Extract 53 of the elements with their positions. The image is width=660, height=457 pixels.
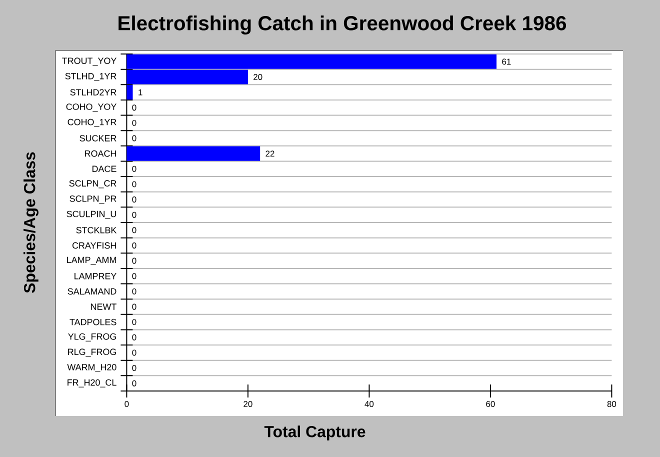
data-label: 0 <box>132 135 136 142</box>
data-label: 22 <box>266 150 274 157</box>
data-label: 0 <box>132 104 136 111</box>
data-label: 0 <box>132 288 136 294</box>
data-label: 0 <box>132 304 136 310</box>
y-tick-label: RLG_FROG <box>68 348 116 357</box>
data-label: 0 <box>132 242 136 248</box>
bar <box>126 146 260 161</box>
data-label: 0 <box>132 334 136 340</box>
data-label: 0 <box>132 365 136 372</box>
data-label: 0 <box>132 258 136 264</box>
y-tick-label: DACE <box>92 166 116 172</box>
y-tick-label: COHO_1YR <box>68 118 116 127</box>
y-tick-label: NEWT <box>91 304 116 310</box>
data-label: 0 <box>132 120 136 126</box>
data-label: 61 <box>502 58 511 65</box>
data-label: 1 <box>138 89 142 96</box>
y-tick-label: SCLPN_CR <box>69 180 116 188</box>
y-tick-label: COHO_YOY <box>66 104 116 112</box>
y-axis-title: Species/Age Class <box>24 152 38 293</box>
x-tick-label: 20 <box>244 401 252 408</box>
data-label: 0 <box>132 166 136 172</box>
y-tick-label: STLHD_1YR <box>65 72 116 81</box>
y-tick-label: WARM_H20 <box>67 364 116 372</box>
y-tick-label: SALAMAND <box>68 288 116 295</box>
data-label: 0 <box>132 227 136 234</box>
y-tick-label: SCULPIN_U <box>66 210 116 219</box>
y-tick-label: SCLPN_PR <box>70 195 116 204</box>
y-tick-label: STCKLBK <box>76 226 117 234</box>
y-tick-label: CRAYFISH <box>72 242 116 249</box>
data-label: 0 <box>132 196 136 203</box>
data-label: 0 <box>132 319 136 326</box>
y-tick-label: YLG_FROG <box>68 333 116 342</box>
y-tick-label: LAMP_AMM <box>67 256 116 265</box>
chart-title: Electrofishing Catch in Greenwood Creek 1986 <box>118 16 566 34</box>
y-tick-label: TADPOLES <box>70 318 116 326</box>
data-label: 0 <box>132 380 136 386</box>
y-tick-label: STLHD2YR <box>70 89 116 96</box>
y-tick-label: LAMPREY <box>74 273 116 280</box>
data-label: 20 <box>254 74 262 80</box>
x-tick-label: 40 <box>364 401 374 408</box>
y-tick-label: ROACH <box>85 150 116 157</box>
data-label: 0 <box>132 181 136 188</box>
y-tick-label: SUCKER <box>80 135 116 142</box>
data-label: 0 <box>132 212 136 218</box>
x-tick-label: 60 <box>486 401 495 408</box>
y-tick-label: TROUT_YOY <box>62 58 116 66</box>
y-tick-label: FR_H20_CL <box>68 379 116 388</box>
data-label: 0 <box>132 273 136 280</box>
data-label: 0 <box>132 350 136 356</box>
x-axis-title: Total Capture <box>264 426 366 440</box>
x-tick-label: 80 <box>607 401 616 408</box>
x-tick-label: 0 <box>124 401 129 408</box>
